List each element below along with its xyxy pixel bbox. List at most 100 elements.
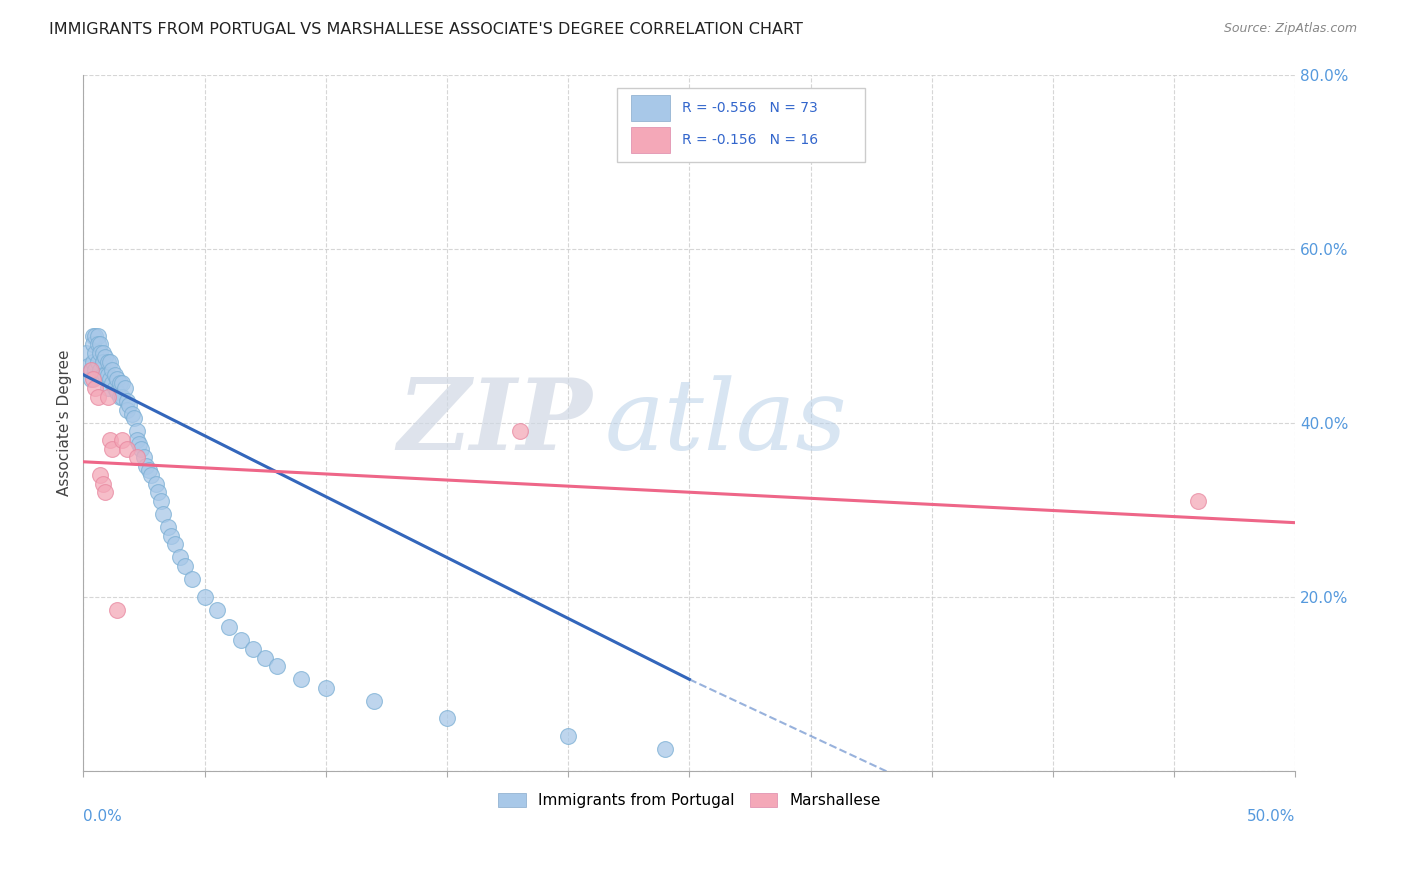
Point	[108, 376, 131, 391]
Text: ZIP: ZIP	[398, 375, 592, 471]
Point	[122, 411, 145, 425]
Point	[149, 494, 172, 508]
Point	[111, 376, 134, 391]
Point	[242, 641, 264, 656]
Point	[509, 425, 531, 439]
Point	[229, 633, 252, 648]
Point	[205, 603, 228, 617]
Point	[104, 381, 127, 395]
Point	[87, 354, 110, 368]
Point	[132, 450, 155, 465]
Point	[98, 354, 121, 368]
Text: R = -0.156   N = 16: R = -0.156 N = 16	[682, 133, 818, 147]
Point	[218, 620, 240, 634]
Point	[105, 603, 128, 617]
Point	[114, 381, 136, 395]
Point	[174, 559, 197, 574]
Text: 50.0%: 50.0%	[1247, 809, 1295, 824]
Text: 0.0%: 0.0%	[83, 809, 122, 824]
Point	[84, 346, 107, 360]
Point	[115, 393, 138, 408]
Point	[115, 402, 138, 417]
Point	[436, 711, 458, 725]
Point	[84, 381, 107, 395]
Point	[101, 363, 124, 377]
Point	[138, 463, 160, 477]
Point	[169, 550, 191, 565]
Point	[89, 363, 111, 377]
Text: Source: ZipAtlas.com: Source: ZipAtlas.com	[1223, 22, 1357, 36]
Point	[87, 337, 110, 351]
Point	[152, 507, 174, 521]
Point	[87, 328, 110, 343]
Point	[315, 681, 337, 695]
Point	[125, 450, 148, 465]
Point	[266, 659, 288, 673]
Point	[128, 437, 150, 451]
Point	[82, 372, 104, 386]
Point	[94, 351, 117, 365]
Point	[105, 385, 128, 400]
Point	[193, 590, 215, 604]
Point	[84, 363, 107, 377]
Point	[125, 425, 148, 439]
Point	[145, 476, 167, 491]
Point	[131, 442, 153, 456]
Point	[111, 390, 134, 404]
Point	[125, 433, 148, 447]
Point	[101, 442, 124, 456]
Point	[82, 328, 104, 343]
Point	[89, 346, 111, 360]
Point	[1187, 494, 1209, 508]
Point	[104, 368, 127, 382]
Point	[290, 673, 312, 687]
Point	[118, 398, 141, 412]
Point	[75, 346, 97, 360]
Text: R = -0.556   N = 73: R = -0.556 N = 73	[682, 101, 818, 115]
Point	[654, 742, 676, 756]
Point	[91, 476, 114, 491]
Point	[84, 328, 107, 343]
Point	[77, 359, 100, 373]
Point	[135, 459, 157, 474]
Point	[96, 390, 118, 404]
Point	[79, 372, 101, 386]
Point	[98, 372, 121, 386]
Point	[111, 433, 134, 447]
Point	[165, 537, 187, 551]
Point	[121, 407, 143, 421]
Point	[157, 520, 180, 534]
Point	[94, 368, 117, 382]
Point	[91, 368, 114, 382]
Bar	[631, 95, 671, 121]
Point	[79, 363, 101, 377]
FancyBboxPatch shape	[617, 88, 865, 161]
Point	[82, 337, 104, 351]
Point	[89, 337, 111, 351]
Point	[91, 346, 114, 360]
Point	[557, 729, 579, 743]
Point	[79, 363, 101, 377]
Point	[148, 485, 170, 500]
Bar	[631, 127, 671, 153]
Point	[98, 433, 121, 447]
Point	[254, 650, 277, 665]
Point	[159, 529, 181, 543]
Point	[363, 694, 385, 708]
Point	[91, 354, 114, 368]
Point	[105, 372, 128, 386]
Point	[96, 381, 118, 395]
Point	[96, 368, 118, 382]
Point	[101, 376, 124, 391]
Point	[181, 572, 204, 586]
Point	[82, 354, 104, 368]
Point	[141, 467, 163, 482]
Point	[96, 354, 118, 368]
Point	[89, 467, 111, 482]
Y-axis label: Associate's Degree: Associate's Degree	[58, 350, 72, 496]
Point	[108, 390, 131, 404]
Text: IMMIGRANTS FROM PORTUGAL VS MARSHALLESE ASSOCIATE'S DEGREE CORRELATION CHART: IMMIGRANTS FROM PORTUGAL VS MARSHALLESE …	[49, 22, 803, 37]
Point	[94, 485, 117, 500]
Text: atlas: atlas	[605, 375, 848, 470]
Point	[87, 390, 110, 404]
